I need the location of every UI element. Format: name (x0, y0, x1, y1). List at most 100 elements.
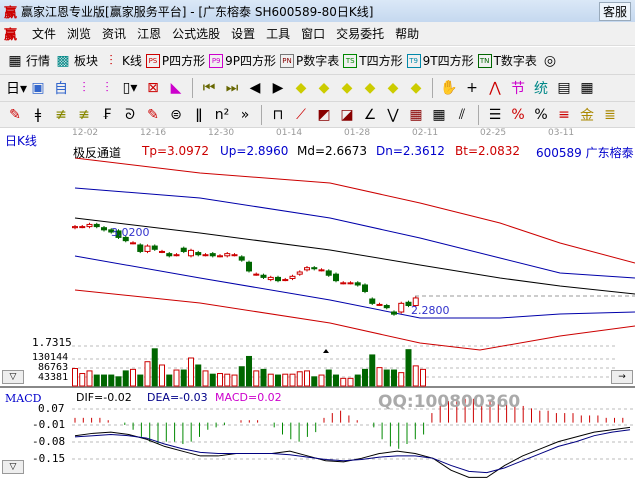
pen-icon[interactable]: ✎ (9, 106, 21, 123)
flag-icon[interactable]: ◣ (170, 80, 182, 96)
pen2-icon[interactable]: ✎ (147, 106, 159, 123)
menu-tools[interactable]: 工具 (266, 27, 291, 41)
right-icon[interactable]: ▶ (272, 80, 284, 96)
volume-bar (173, 369, 180, 387)
low-price-label: 2.2800 (411, 304, 450, 317)
self-select-icon[interactable]: 自 (54, 81, 68, 97)
ps-icon: PS (145, 53, 160, 68)
window-icon[interactable]: ▣ (31, 80, 45, 96)
chart-area[interactable]: 日K线 12-02 12-16 12-30 01-14 01-28 02-11 02-25 0… (0, 128, 635, 478)
wave-icon[interactable]: ⋀ (489, 80, 501, 96)
box-icon[interactable]: ⊓ (272, 106, 284, 123)
candle (391, 311, 397, 315)
t-square-button[interactable]: TS T四方形 (343, 52, 403, 69)
quotes-button[interactable]: ▦ 行情 (6, 52, 50, 69)
restore-icon[interactable]: ⊠ (147, 80, 159, 96)
stat-icon[interactable]: 统 (534, 81, 548, 97)
vexpand-icon[interactable]: ◆ (387, 80, 399, 96)
candle (217, 255, 223, 258)
volume-bar (93, 374, 100, 387)
menu-file[interactable]: 文件 (32, 27, 57, 41)
candle (195, 252, 202, 256)
fib-icon[interactable]: ₣ (102, 106, 112, 123)
fan-icon[interactable]: ⟋ (296, 106, 306, 123)
period-dropdown-icon[interactable]: 日▾ (6, 81, 28, 97)
gann-grid-icon[interactable]: ≢ (78, 106, 90, 123)
ruler-icon[interactable]: ☰ (488, 106, 502, 123)
kline-button[interactable]: ⫶ K线 (102, 52, 142, 69)
zoom-right-icon[interactable]: ◆ (318, 80, 330, 96)
zoom-left-icon[interactable]: ◆ (295, 80, 307, 96)
menu-gann[interactable]: 江恩 (137, 27, 162, 41)
slash-icon[interactable]: ⫽ (458, 106, 466, 123)
customer-service-button[interactable]: 客服 (598, 2, 631, 21)
circle-icon[interactable]: ⊜ (170, 106, 182, 123)
volume-bar (72, 367, 78, 387)
percent-line-icon[interactable]: % (511, 106, 525, 123)
vshrink-icon[interactable]: ◆ (410, 80, 422, 96)
spiral-icon[interactable]: ᘐ (125, 106, 135, 123)
hand-icon[interactable]: ✋ (440, 80, 458, 96)
lines-icon[interactable]: ǁ (195, 106, 203, 123)
shrink-icon[interactable]: ◆ (364, 80, 376, 96)
percent-lines-icon[interactable]: ≡ (558, 106, 570, 123)
volume-panel-toggle[interactable]: ▽ (2, 370, 24, 384)
date-tick: 01-14 (276, 128, 303, 138)
candle (383, 305, 390, 309)
gold-icon[interactable]: 金 (580, 107, 594, 124)
calculator-icon[interactable]: ▦ (580, 80, 594, 96)
chart3-icon[interactable]: ⫶ (82, 80, 86, 96)
stock-name: 600589 广东榕泰 (536, 146, 634, 160)
menu-settings[interactable]: 设置 (231, 27, 256, 41)
menu-window[interactable]: 窗口 (301, 27, 326, 41)
menu-browse[interactable]: 浏览 (67, 27, 92, 41)
menu-news[interactable]: 资讯 (102, 27, 127, 41)
chart-canvas[interactable] (0, 128, 635, 478)
target-icon[interactable]: ◎ (543, 52, 557, 69)
candle (282, 279, 289, 282)
gold-lines-icon[interactable]: ≣ (604, 106, 616, 123)
high-price-label: 3.0200 (111, 226, 150, 239)
gann-fan-icon[interactable]: ≢ (55, 106, 67, 123)
volume-tick: 86763 (38, 362, 69, 373)
grid-icon[interactable]: ▦ (409, 106, 423, 123)
left-icon[interactable]: ◀ (249, 80, 261, 96)
volume-bar (333, 374, 339, 387)
fan2-icon[interactable]: ◪ (340, 106, 354, 123)
candle (86, 223, 93, 228)
menu-trade[interactable]: 交易委托 (336, 27, 385, 41)
expand-icon[interactable]: ◆ (341, 80, 353, 96)
arc-icon[interactable]: ◩ (317, 106, 331, 123)
candle (398, 302, 405, 313)
chart9-icon[interactable]: ⫶ (105, 80, 109, 96)
sector-button[interactable]: ▩ 板块 (54, 52, 98, 69)
calendar-icon[interactable]: ▤ (557, 80, 571, 96)
macd-panel-toggle[interactable]: ▽ (2, 460, 24, 474)
grid2-icon[interactable]: ▦ (432, 106, 446, 123)
9p-square-button[interactable]: P9 9P四方形 (209, 52, 276, 69)
crosshair-icon[interactable]: + (466, 80, 478, 96)
candle-type-icon[interactable]: ▯▾ (122, 80, 138, 96)
zigzag-icon[interactable]: ⋁ (387, 106, 399, 123)
menu-help[interactable]: 帮助 (395, 27, 420, 41)
p-number-table-button[interactable]: PN P数字表 (280, 52, 339, 69)
more-icon[interactable]: » (240, 106, 250, 123)
p-square-button[interactable]: PS P四方形 (145, 52, 205, 69)
macd-tick: -0.08 (32, 435, 66, 448)
percent-icon[interactable]: % (534, 106, 548, 123)
parallel-icon[interactable]: ǂ (34, 106, 42, 123)
candle (209, 253, 216, 257)
menu-bar: 赢 文件 浏览 资讯 江恩 公式选股 设置 工具 窗口 交易委托 帮助 (0, 22, 635, 46)
volume-bar (376, 367, 383, 387)
square-icon[interactable]: n² (214, 106, 230, 123)
menu-formula[interactable]: 公式选股 (172, 27, 221, 41)
9t-square-button[interactable]: T9 9T四方形 (406, 52, 474, 69)
last-icon[interactable]: ⏭ (225, 80, 239, 96)
volume-bar (246, 355, 252, 387)
first-icon[interactable]: ⏮ (202, 80, 216, 96)
scroll-right-button[interactable]: → (611, 370, 633, 384)
pn-icon: PN (280, 53, 295, 68)
t-number-table-button[interactable]: TN T数字表 (477, 52, 537, 69)
section-icon[interactable]: 节 (511, 81, 525, 97)
angle-icon[interactable]: ∠ (363, 106, 377, 123)
